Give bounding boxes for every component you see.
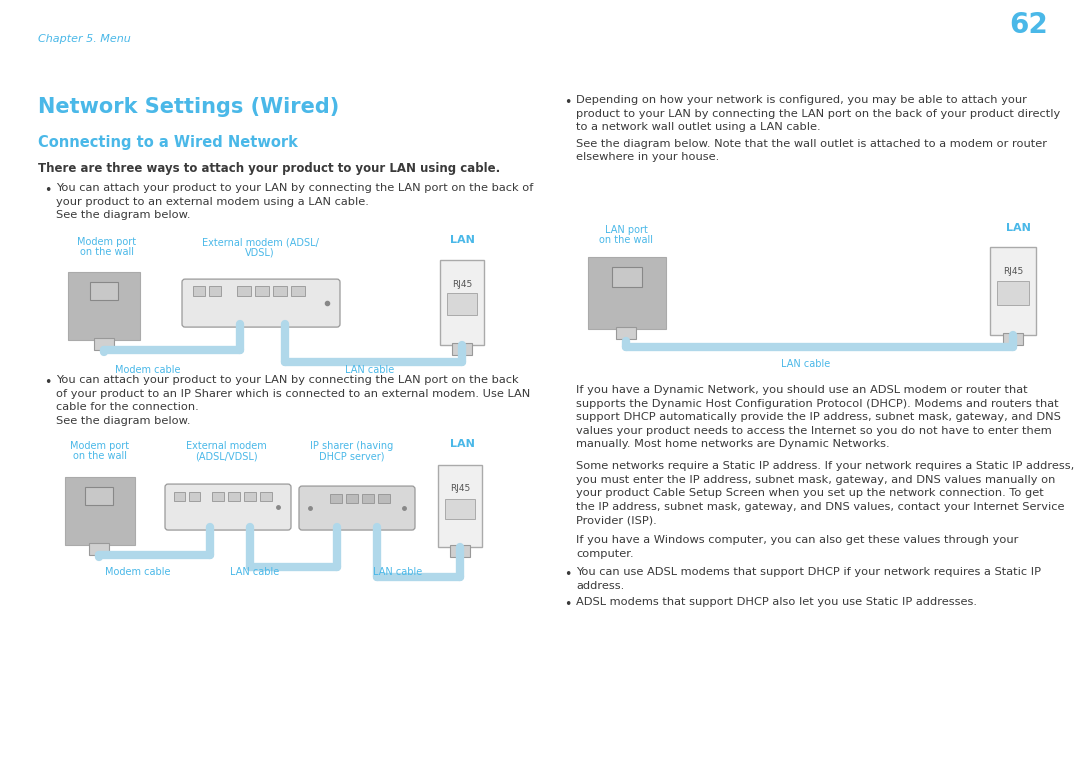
Bar (346, 494, 357, 503)
Bar (212, 492, 224, 501)
Text: Some networks require a Static IP address. If your network requires a Static IP : Some networks require a Static IP addres… (576, 461, 1075, 471)
Bar (453, 343, 472, 355)
Bar (89, 543, 109, 555)
FancyBboxPatch shape (299, 486, 415, 530)
Text: VDSL): VDSL) (245, 247, 274, 257)
Bar (616, 327, 636, 339)
Text: of your product to an IP Sharer which is connected to an external modem. Use LAN: of your product to an IP Sharer which is… (56, 388, 530, 398)
Text: 62: 62 (1009, 11, 1048, 39)
Text: the IP address, subnet mask, gateway, and DNS values, contact your Internet Serv: the IP address, subnet mask, gateway, an… (576, 501, 1065, 511)
Text: Modem cable: Modem cable (105, 567, 171, 577)
Text: LAN cable: LAN cable (346, 365, 394, 375)
Bar (378, 494, 390, 503)
Text: supports the Dynamic Host Configuration Protocol (DHCP). Modems and routers that: supports the Dynamic Host Configuration … (576, 398, 1058, 408)
Text: elsewhere in your house.: elsewhere in your house. (576, 152, 719, 162)
Text: LAN port: LAN port (605, 225, 647, 235)
Bar (447, 293, 477, 315)
Bar (997, 281, 1029, 305)
Bar (189, 492, 200, 501)
Text: on the wall: on the wall (73, 451, 127, 461)
Text: you must enter the IP address, subnet mask, gateway, and DNS values manually on: you must enter the IP address, subnet ma… (576, 475, 1055, 485)
Text: your product to an external modem using a LAN cable.: your product to an external modem using … (56, 197, 369, 207)
Text: (ADSL/VDSL): (ADSL/VDSL) (194, 451, 257, 461)
FancyBboxPatch shape (183, 279, 340, 327)
Text: manually. Most home networks are Dynamic Networks.: manually. Most home networks are Dynamic… (576, 439, 890, 449)
Text: address.: address. (576, 581, 624, 591)
Text: Depending on how your network is configured, you may be able to attach your: Depending on how your network is configu… (576, 95, 1027, 105)
Bar (445, 499, 475, 519)
Text: RJ45: RJ45 (1003, 266, 1023, 275)
Text: RJ45: RJ45 (451, 279, 472, 288)
Bar (94, 338, 114, 350)
Text: values your product needs to access the Internet so you do not have to enter the: values your product needs to access the … (576, 426, 1052, 436)
Text: LAN: LAN (449, 235, 474, 245)
Text: LAN cable: LAN cable (781, 359, 831, 369)
Text: External modem (ADSL/: External modem (ADSL/ (202, 237, 319, 247)
Text: LAN cable: LAN cable (230, 567, 280, 577)
Bar (193, 286, 205, 296)
Text: Modem port: Modem port (70, 441, 130, 451)
Text: •: • (564, 568, 571, 581)
Bar (90, 282, 118, 300)
Text: on the wall: on the wall (80, 247, 134, 257)
Bar (65, 477, 135, 545)
Text: Modem port: Modem port (78, 237, 136, 247)
Bar (362, 494, 374, 503)
Bar (440, 260, 484, 345)
Text: •: • (44, 184, 52, 197)
Bar (68, 272, 140, 340)
Text: You can use ADSL modems that support DHCP if your network requires a Static IP: You can use ADSL modems that support DHC… (576, 567, 1041, 577)
Text: If you have a Dynamic Network, you should use an ADSL modem or router that: If you have a Dynamic Network, you shoul… (576, 385, 1028, 395)
Bar (291, 286, 305, 296)
Text: Modem cable: Modem cable (116, 365, 180, 375)
Text: See the diagram below.: See the diagram below. (56, 210, 190, 220)
Bar (1003, 333, 1023, 345)
Text: Network Settings (Wired): Network Settings (Wired) (38, 97, 339, 118)
Text: cable for the connection.: cable for the connection. (56, 402, 199, 412)
Bar (330, 494, 342, 503)
Text: Provider (ISP).: Provider (ISP). (576, 515, 657, 525)
Text: DHCP server): DHCP server) (320, 451, 384, 461)
Text: See the diagram below. Note that the wall outlet is attached to a modem or route: See the diagram below. Note that the wal… (576, 139, 1047, 149)
Text: You can attach your product to your LAN by connecting the LAN port on the back: You can attach your product to your LAN … (56, 375, 518, 385)
Text: There are three ways to attach your product to your LAN using cable.: There are three ways to attach your prod… (38, 162, 500, 175)
Bar (244, 492, 256, 501)
Text: LAN: LAN (449, 439, 474, 449)
Text: External modem: External modem (186, 441, 267, 451)
Bar (612, 267, 642, 287)
Text: If you have a Windows computer, you can also get these values through your: If you have a Windows computer, you can … (576, 535, 1018, 545)
Text: See the diagram below.: See the diagram below. (56, 416, 190, 426)
Text: product to your LAN by connecting the LAN port on the back of your product direc: product to your LAN by connecting the LA… (576, 108, 1061, 118)
Bar (990, 247, 1036, 335)
Text: •: • (564, 96, 571, 109)
Bar (228, 492, 240, 501)
Text: your product Cable Setup Screen when you set up the network connection. To get: your product Cable Setup Screen when you… (576, 488, 1043, 498)
Text: Chapter 5. Menu: Chapter 5. Menu (38, 34, 131, 44)
Text: •: • (564, 598, 571, 611)
Bar (438, 465, 482, 547)
Bar (85, 487, 113, 505)
Bar (174, 492, 185, 501)
Bar (237, 286, 251, 296)
Bar (273, 286, 287, 296)
Text: computer.: computer. (576, 549, 634, 559)
Bar (260, 492, 272, 501)
Text: •: • (44, 376, 52, 389)
Text: support DHCP automatically provide the IP address, subnet mask, gateway, and DNS: support DHCP automatically provide the I… (576, 412, 1061, 422)
Text: LAN: LAN (1005, 223, 1030, 233)
Text: IP sharer (having: IP sharer (having (310, 441, 393, 451)
FancyBboxPatch shape (165, 484, 291, 530)
Bar (588, 257, 666, 329)
Text: ADSL modems that support DHCP also let you use Static IP addresses.: ADSL modems that support DHCP also let y… (576, 597, 977, 607)
Bar (210, 286, 221, 296)
Text: Connecting to a Wired Network: Connecting to a Wired Network (38, 135, 298, 150)
Bar (255, 286, 269, 296)
Bar (450, 545, 470, 557)
Text: on the wall: on the wall (599, 235, 653, 245)
Text: LAN cable: LAN cable (374, 567, 422, 577)
Text: RJ45: RJ45 (450, 484, 470, 493)
Text: You can attach your product to your LAN by connecting the LAN port on the back o: You can attach your product to your LAN … (56, 183, 534, 193)
Text: to a network wall outlet using a LAN cable.: to a network wall outlet using a LAN cab… (576, 122, 821, 132)
